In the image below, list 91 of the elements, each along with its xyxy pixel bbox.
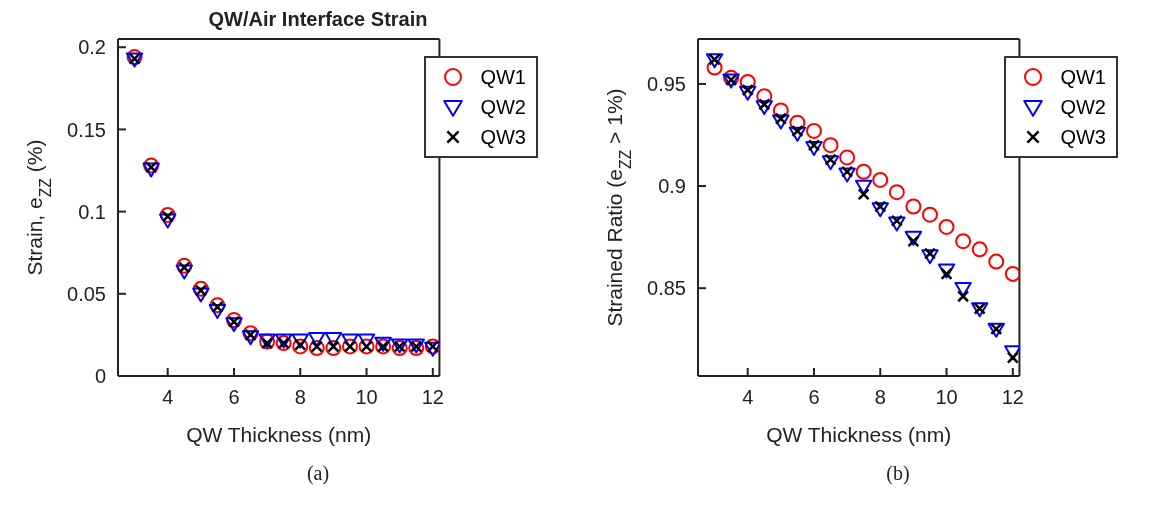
point (143, 157, 160, 174)
point (805, 141, 823, 156)
point (956, 290, 970, 303)
x-tick-label: 4 (742, 386, 754, 409)
point (192, 280, 209, 297)
point (905, 198, 922, 215)
point (788, 126, 807, 142)
point (208, 303, 227, 319)
point (988, 253, 1005, 270)
legend-label: QW1 (480, 65, 526, 89)
y-tick-label: 0.2 (78, 36, 106, 59)
legend-label: QW3 (480, 125, 526, 149)
legend-label: QW2 (1060, 95, 1106, 119)
y-tick-label: 0.9 (658, 175, 686, 198)
point (159, 206, 176, 223)
y-tick-label: 0.15 (67, 118, 106, 141)
point (325, 340, 342, 357)
point (821, 155, 840, 171)
point (840, 165, 854, 178)
point (310, 340, 323, 353)
point (308, 340, 325, 357)
x-tick-label: 10 (355, 386, 378, 409)
point (1004, 265, 1020, 282)
point (807, 139, 821, 152)
point (772, 102, 789, 119)
x-tick-label: 6 (808, 386, 820, 409)
point (144, 161, 158, 174)
point (142, 162, 160, 178)
point (739, 85, 757, 101)
x-tick-label: 4 (162, 386, 174, 409)
point (327, 340, 340, 353)
point (756, 88, 773, 105)
x-tick-label: 12 (421, 386, 444, 409)
legend-label: QW1 (1060, 65, 1106, 89)
y-tick-label: 0.05 (67, 282, 106, 305)
point (904, 230, 923, 246)
x-tick-label: 12 (1001, 386, 1024, 409)
point (192, 287, 210, 303)
point (839, 149, 856, 166)
x-axis-title: QW Thickness (nm) (766, 423, 952, 446)
point (854, 179, 873, 195)
point (1006, 351, 1019, 364)
point (955, 233, 972, 250)
text: (a) (306, 462, 330, 484)
x-tick-label: 10 (935, 386, 958, 409)
point (741, 83, 754, 97)
point (888, 184, 905, 201)
point (872, 171, 889, 188)
point (923, 247, 937, 260)
y-tick-label: 0.85 (647, 277, 686, 300)
point (706, 59, 723, 76)
point (888, 216, 906, 232)
point (921, 206, 938, 223)
legend-label: QW2 (480, 95, 526, 119)
x-tick-label: 8 (294, 386, 306, 409)
point (159, 213, 177, 229)
legend-label: QW3 (1060, 125, 1106, 149)
x-axis-title: QW Thickness (nm) (186, 423, 372, 446)
point (954, 281, 972, 297)
point (822, 137, 839, 154)
x-tick-label: 8 (874, 386, 886, 409)
point (241, 330, 260, 346)
point (938, 218, 955, 235)
point (225, 317, 243, 333)
x-tick-label: 6 (228, 386, 240, 409)
point (755, 100, 773, 116)
point (291, 333, 309, 349)
point (294, 338, 307, 351)
point (871, 202, 889, 218)
point (789, 114, 806, 131)
text: (b) (886, 462, 910, 484)
point (921, 249, 939, 265)
point (175, 264, 193, 280)
point (723, 69, 740, 86)
point (308, 331, 326, 347)
point (805, 122, 822, 139)
point (772, 114, 790, 130)
chart-title: QW/Air Interface Strain (208, 8, 428, 30)
point (739, 73, 756, 90)
point (857, 188, 870, 201)
point (176, 257, 193, 274)
point (838, 167, 856, 183)
point (324, 331, 343, 347)
y-tick-label: 0 (94, 365, 106, 388)
point (971, 241, 988, 258)
point (937, 263, 956, 279)
y-tick-label: 0.95 (647, 73, 686, 96)
y-tick-label: 0.1 (78, 200, 106, 223)
point (292, 338, 309, 355)
point (855, 163, 872, 180)
point (357, 333, 376, 349)
